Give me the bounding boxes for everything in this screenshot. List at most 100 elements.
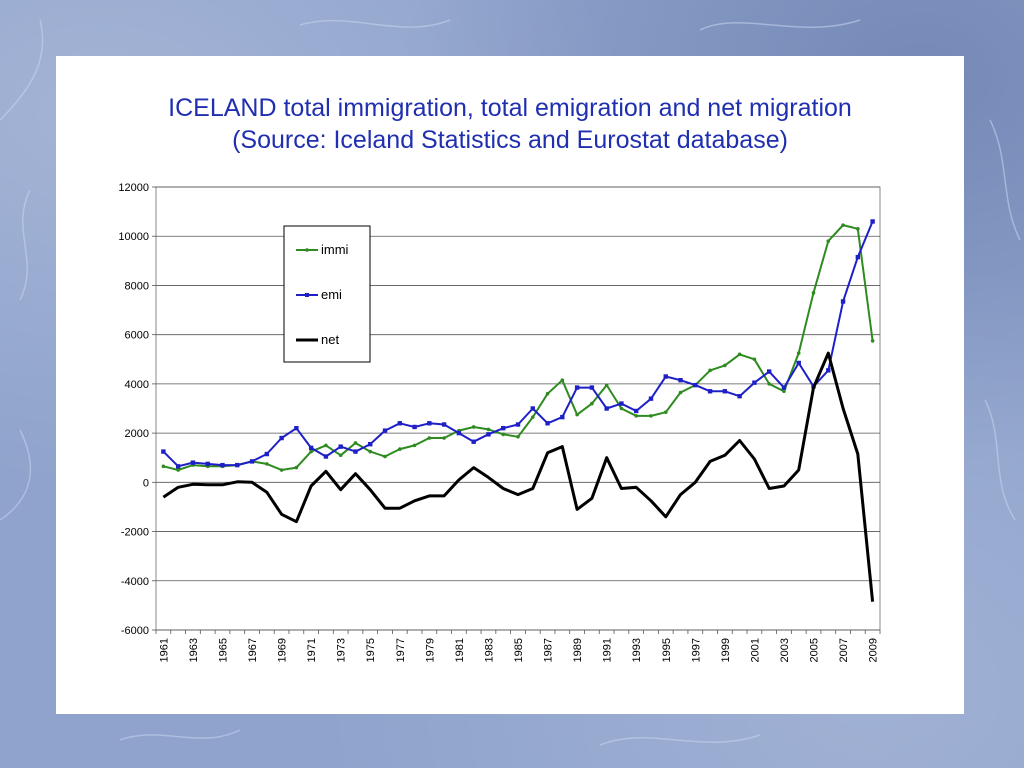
point-emi <box>826 368 831 373</box>
x-tick-label: 1993 <box>631 638 643 662</box>
y-tick-label: 6000 <box>125 330 149 342</box>
point-immi <box>383 454 387 459</box>
point-immi <box>368 449 373 454</box>
point-emi <box>752 380 757 385</box>
point-immi <box>604 383 609 387</box>
y-tick-label: -2000 <box>121 527 149 539</box>
point-emi <box>235 462 240 468</box>
series-line-emi <box>162 221 874 468</box>
point-emi <box>249 459 255 464</box>
x-tick-label: 1971 <box>306 638 318 662</box>
point-emi <box>634 408 639 414</box>
point-immi <box>161 464 166 469</box>
x-tick-label: 1961 <box>158 638 170 662</box>
x-tick-label: 1963 <box>188 638 200 662</box>
legend-label-emi: emi <box>321 287 342 302</box>
x-tick-label: 1979 <box>424 638 436 662</box>
x-tick-label: 1973 <box>336 638 348 662</box>
point-emi <box>619 401 624 406</box>
y-tick-label: 8000 <box>125 280 149 292</box>
point-immi <box>796 351 801 355</box>
point-emi <box>220 462 225 468</box>
x-tick-label: 1967 <box>247 638 259 662</box>
legend-marker-immi <box>305 248 309 252</box>
y-tick-label: 0 <box>143 477 149 489</box>
point-immi <box>516 435 520 439</box>
x-tick-label: 1977 <box>395 638 407 662</box>
point-emi <box>486 432 491 437</box>
point-immi <box>752 357 757 362</box>
point-immi <box>856 227 860 231</box>
point-immi <box>427 436 432 440</box>
x-tick-label: 1991 <box>602 638 614 662</box>
point-emi <box>678 377 683 383</box>
point-immi <box>560 378 565 382</box>
point-immi <box>678 390 683 395</box>
y-tick-label: 12000 <box>118 182 149 194</box>
x-tick-label: 1995 <box>661 638 673 662</box>
point-emi <box>294 425 299 431</box>
point-immi <box>649 414 653 418</box>
legend-label-net: net <box>321 332 339 347</box>
point-emi <box>560 414 565 420</box>
point-emi <box>205 461 210 467</box>
x-tick-label: 1975 <box>365 638 377 662</box>
point-emi <box>574 385 580 390</box>
point-immi <box>309 449 313 454</box>
point-immi <box>619 406 624 411</box>
point-emi <box>501 425 506 431</box>
point-emi <box>515 422 521 427</box>
point-immi <box>708 368 712 373</box>
point-emi <box>737 393 742 399</box>
legend-marker-emi <box>305 293 309 297</box>
point-immi <box>530 415 535 419</box>
point-emi <box>471 439 476 444</box>
point-immi <box>294 465 299 470</box>
point-emi <box>397 421 402 426</box>
point-immi <box>590 401 594 406</box>
point-emi <box>781 385 787 390</box>
point-immi <box>870 339 875 343</box>
point-emi <box>279 435 284 441</box>
x-tick-label: 1969 <box>277 638 289 662</box>
x-tick-label: 2005 <box>809 638 821 662</box>
point-emi <box>840 299 846 304</box>
x-tick-label: 1997 <box>690 638 702 662</box>
point-immi <box>634 414 639 418</box>
point-immi <box>265 462 269 466</box>
legend-label-immi: immi <box>321 242 349 257</box>
point-immi <box>811 291 816 295</box>
point-emi <box>870 219 875 224</box>
point-emi <box>323 454 329 459</box>
x-tick-label: 2009 <box>868 638 880 662</box>
point-emi <box>427 421 432 426</box>
point-emi <box>161 449 166 454</box>
point-emi <box>589 385 595 390</box>
point-emi <box>707 389 713 394</box>
x-tick-label: 1981 <box>454 638 466 662</box>
title-line-2: (Source: Iceland Statistics and Eurostat… <box>232 126 788 154</box>
point-immi <box>442 436 446 440</box>
point-emi <box>855 254 861 260</box>
point-immi <box>176 468 180 472</box>
point-immi <box>782 389 786 394</box>
x-tick-label: 2001 <box>749 638 761 662</box>
y-tick-label: 2000 <box>125 428 149 440</box>
point-immi <box>501 432 506 437</box>
point-emi <box>693 382 698 388</box>
point-emi <box>663 374 668 379</box>
point-emi <box>604 406 609 411</box>
point-immi <box>471 425 476 429</box>
x-tick-label: 2007 <box>838 638 850 662</box>
y-tick-label: 4000 <box>125 379 149 391</box>
point-immi <box>841 223 845 227</box>
point-emi <box>648 396 654 401</box>
point-immi <box>545 391 550 396</box>
point-emi <box>264 451 270 457</box>
point-immi <box>737 352 742 357</box>
point-immi <box>353 441 358 445</box>
x-tick-label: 1965 <box>217 638 229 662</box>
point-immi <box>826 239 831 243</box>
point-emi <box>368 441 373 447</box>
